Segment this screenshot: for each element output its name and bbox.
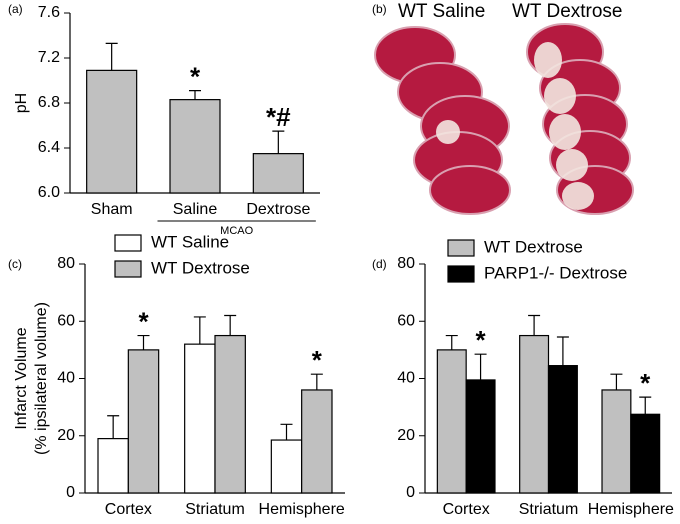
error-bar: [280, 423, 293, 441]
legend-swatch: [447, 265, 475, 283]
bar: [270, 439, 303, 494]
error-bar: [474, 353, 487, 380]
error-bar: [610, 373, 623, 390]
significance-mark: *: [476, 325, 487, 355]
error-bar: [272, 130, 285, 154]
legend-swatch: [447, 239, 475, 257]
brain-slices: [374, 23, 634, 215]
y-tick-label: 20: [57, 427, 75, 444]
bar: [301, 389, 333, 494]
bar: [97, 438, 129, 494]
error-bar: [189, 90, 201, 100]
bar: [519, 334, 550, 494]
y-tick-label: 60: [397, 312, 415, 329]
x-tick-label: Cortex: [443, 501, 490, 518]
x-tick-label: Striatum: [519, 501, 579, 518]
y-axis-label: (% ipsilateral volume): [33, 302, 50, 455]
error-bar: [105, 42, 118, 71]
x-tick-label: Hemisphere: [588, 501, 674, 518]
bar: [214, 334, 246, 494]
bar: [436, 349, 467, 494]
y-tick-label: 80: [57, 255, 75, 272]
bar: [127, 349, 160, 494]
significance-mark: *: [190, 62, 201, 92]
pale-area: [549, 114, 581, 150]
panel-label: (b): [372, 2, 387, 16]
legend-label: WT Dextrose: [151, 258, 250, 277]
legend-label: WT Saline: [151, 232, 229, 251]
image-label: WT Dextrose: [512, 1, 623, 22]
bar: [169, 99, 221, 194]
pale-area: [544, 78, 576, 114]
y-tick-label: 6.0: [38, 184, 60, 201]
group-label: MCAO: [220, 225, 253, 237]
pale-area: [556, 149, 588, 181]
bar: [252, 153, 304, 194]
error-bar: [224, 314, 237, 336]
error-bar: [528, 314, 541, 336]
panel-label: (a): [8, 2, 23, 16]
legend-swatch: [114, 234, 142, 252]
pale-area: [562, 182, 594, 210]
y-tick-label: 20: [397, 427, 415, 444]
y-axis-label: pH: [13, 93, 30, 113]
bar: [465, 379, 496, 494]
error-bar: [137, 334, 150, 350]
y-tick-label: 0: [406, 484, 415, 501]
bar: [630, 413, 661, 494]
pale-area: [534, 42, 562, 78]
y-tick-label: 7.2: [38, 49, 60, 66]
x-tick-label: Saline: [173, 201, 218, 218]
error-bar: [107, 415, 120, 439]
y-tick-label: 6.8: [38, 94, 60, 111]
significance-mark: *: [312, 345, 323, 375]
y-axis-label: Infarct Volume: [13, 327, 30, 429]
significance-mark: *#: [266, 102, 291, 132]
x-tick-label: Striatum: [185, 501, 245, 518]
error-bar: [193, 316, 206, 345]
error-bar: [556, 336, 569, 366]
image-label: WT Saline: [398, 1, 485, 22]
x-tick-label: Sham: [91, 201, 133, 218]
y-tick-label: 0: [66, 484, 75, 501]
legend-label: PARP1-/- Dextrose: [484, 263, 627, 282]
pale-area: [436, 120, 460, 144]
y-tick-label: 60: [57, 312, 75, 329]
bar: [86, 69, 138, 194]
bar: [547, 365, 578, 494]
error-bar: [445, 334, 458, 350]
error-bar: [310, 373, 323, 390]
significance-mark: *: [640, 368, 651, 398]
bar: [601, 389, 632, 494]
bar: [184, 343, 216, 494]
y-tick-label: 40: [57, 370, 75, 387]
legend-label: WT Dextrose: [484, 237, 583, 256]
significance-mark: *: [138, 306, 149, 336]
x-tick-label: Dextrose: [246, 201, 310, 218]
y-tick-label: 7.6: [38, 4, 60, 21]
slice: [429, 165, 511, 215]
panel-label: (d): [372, 257, 387, 271]
panel-label: (c): [8, 257, 22, 271]
x-tick-label: Cortex: [105, 501, 152, 518]
y-tick-label: 80: [397, 255, 415, 272]
x-tick-label: Hemisphere: [259, 501, 345, 518]
error-bar: [639, 396, 652, 415]
y-tick-label: 40: [397, 370, 415, 387]
y-tick-label: 6.4: [38, 139, 60, 156]
legend-swatch: [114, 260, 142, 278]
